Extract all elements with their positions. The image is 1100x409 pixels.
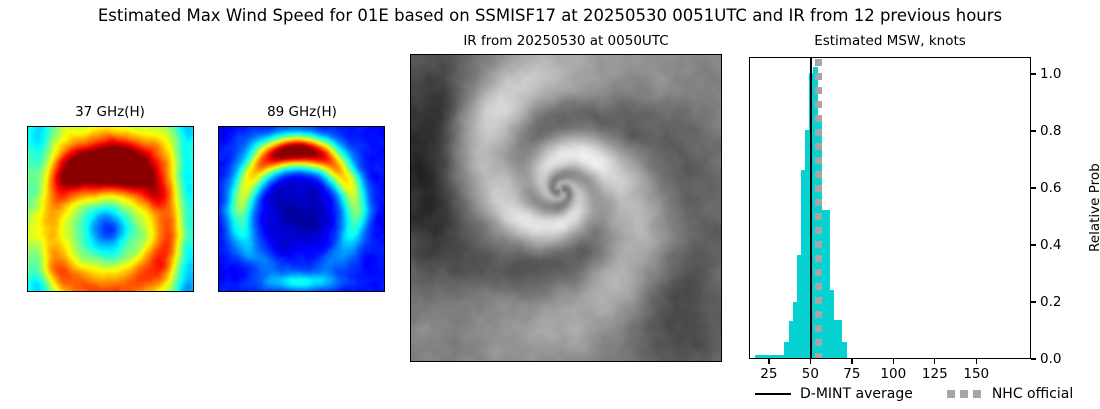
histogram-bar — [788, 320, 793, 358]
legend-item-dmint: D-MINT average — [755, 386, 913, 402]
microwave-89ghz-image — [218, 126, 385, 292]
dmint-average-line — [810, 58, 813, 358]
histogram-bar — [784, 342, 789, 358]
nhc-line-swatch — [946, 390, 983, 398]
x-axis-tick-label: 100 — [880, 366, 907, 382]
histogram-bar — [805, 130, 810, 358]
panel-title-histogram: Estimated MSW, knots — [814, 33, 966, 49]
panel-title-37ghz: 37 GHz(H) — [75, 104, 145, 120]
microwave-89ghz-canvas — [219, 127, 384, 291]
x-axis-tick-label: 125 — [921, 366, 948, 382]
y-axis-tick — [1031, 301, 1036, 303]
x-axis-tick — [851, 359, 853, 364]
microwave-37ghz-image — [27, 126, 194, 292]
y-axis-tick-label: 1.0 — [1040, 66, 1062, 83]
ir-satellite-image — [410, 54, 722, 362]
legend-item-nhc: NHC official — [946, 386, 1074, 402]
histogram-bar — [776, 354, 781, 358]
ir-satellite-canvas — [411, 55, 721, 361]
legend-label-dmint: D-MINT average — [800, 386, 913, 402]
histogram-bar — [813, 67, 818, 358]
y-axis-tick — [1031, 358, 1036, 360]
x-axis-tick-label: 150 — [963, 366, 990, 382]
histogram-plot-area — [750, 58, 1030, 358]
msw-histogram-axes — [749, 57, 1031, 359]
histogram-bar — [830, 289, 835, 358]
histogram-bar — [838, 319, 843, 358]
x-axis-tick — [809, 359, 812, 364]
histogram-bar — [755, 354, 760, 358]
x-axis-tick — [934, 359, 936, 364]
histogram-bar — [801, 169, 806, 358]
dmint-line-swatch — [755, 392, 791, 396]
histogram-bar — [771, 354, 777, 358]
y-axis-label: Relative Prob — [1087, 163, 1100, 252]
x-axis-tick — [768, 359, 770, 364]
histogram-bar — [834, 319, 839, 358]
legend-label-nhc: NHC official — [991, 386, 1074, 402]
histogram-bar — [767, 354, 772, 358]
nhc-official-line — [815, 58, 823, 358]
figure-suptitle: Estimated Max Wind Speed for 01E based o… — [97, 6, 1003, 25]
microwave-37ghz-canvas — [28, 127, 193, 291]
histogram-bar — [780, 354, 785, 358]
histogram-bar — [842, 342, 847, 358]
histogram-bar — [763, 354, 768, 358]
y-axis-tick-label: 0.2 — [1040, 294, 1062, 311]
histogram-bar — [821, 209, 826, 358]
y-axis-tick — [1031, 187, 1036, 189]
panel-title-89ghz: 89 GHz(H) — [267, 104, 337, 120]
y-axis-tick-label: 0.8 — [1040, 123, 1062, 140]
y-axis-tick — [1031, 130, 1036, 132]
histogram-bar — [825, 209, 831, 358]
y-axis-tick-label: 0.0 — [1040, 351, 1062, 367]
histogram-bar — [796, 255, 801, 358]
x-axis-tick-label: 75 — [843, 366, 861, 382]
y-axis-tick-label: 0.4 — [1040, 237, 1062, 254]
x-axis-tick-label: 50 — [801, 366, 819, 382]
panel-title-ir: IR from 20250530 at 0050UTC — [463, 33, 669, 49]
y-axis-tick-label: 0.6 — [1040, 180, 1062, 197]
x-axis-tick — [892, 359, 894, 364]
y-axis-tick — [1031, 244, 1036, 246]
histogram-bar — [817, 118, 822, 358]
x-axis-tick-label: 25 — [760, 366, 778, 382]
chart-legend: D-MINT average NHC official — [755, 386, 1073, 402]
histogram-bar — [792, 302, 797, 358]
y-axis-tick — [1031, 73, 1036, 75]
x-axis-tick — [975, 359, 977, 364]
histogram-bar — [759, 354, 764, 358]
